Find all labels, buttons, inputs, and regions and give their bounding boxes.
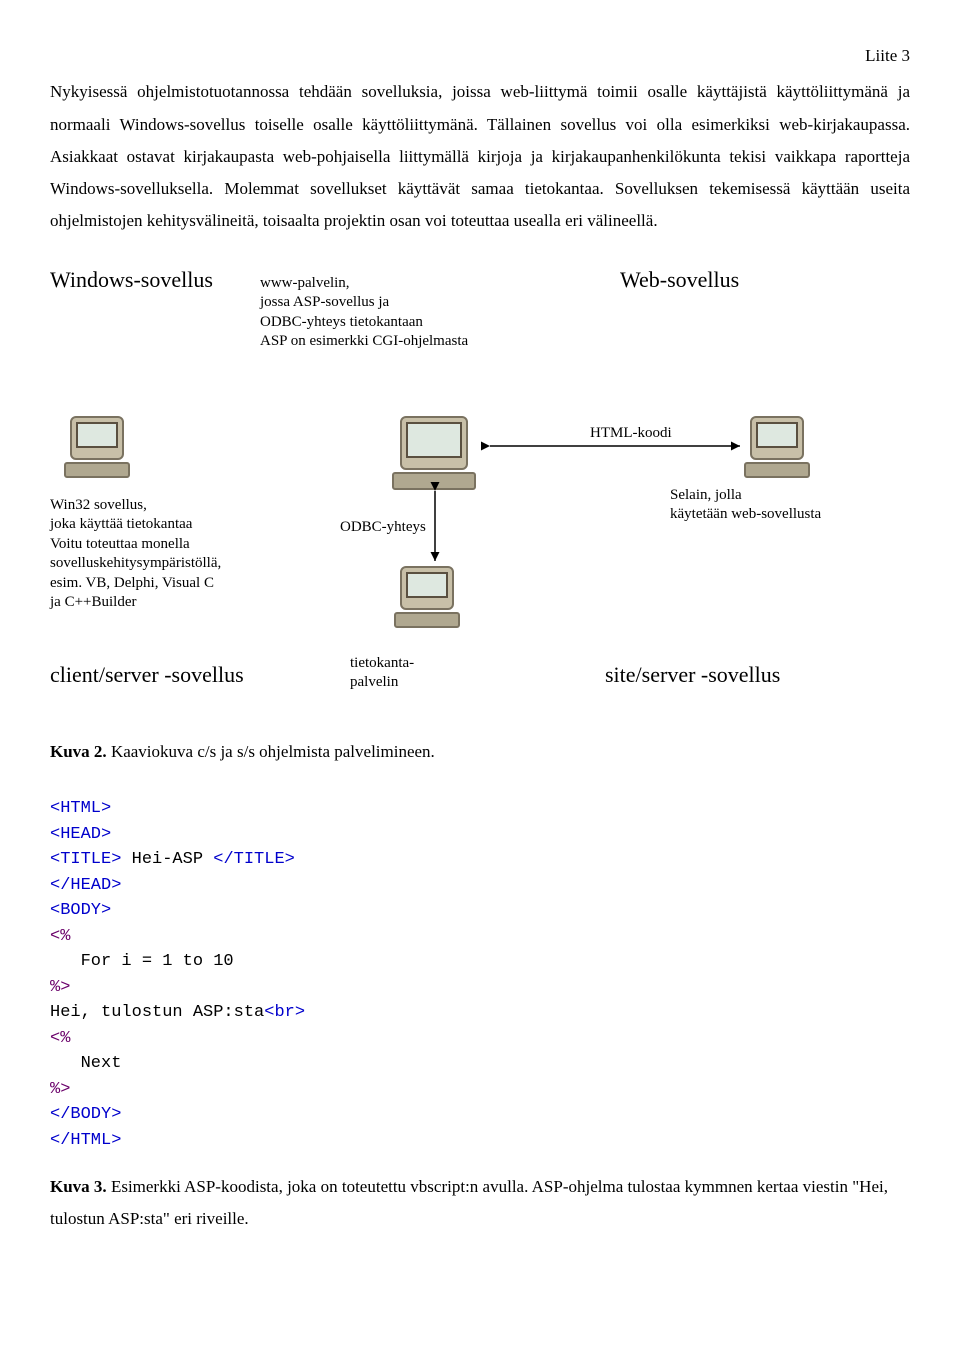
asp-code-block: <HTML><HEAD><TITLE> Hei-ASP </TITLE></HE… <box>50 796 910 1153</box>
figure-2-text: Kaaviokuva c/s ja s/s ohjelmista palveli… <box>107 742 435 761</box>
figure-3-bold: Kuva 3. <box>50 1177 107 1196</box>
intro-paragraph: Nykyisessä ohjelmistotuotannossa tehdään… <box>50 76 910 237</box>
computer-icon-bottom <box>400 566 460 628</box>
architecture-diagram: Windows-sovellus Web-sovellus www-palvel… <box>50 266 910 716</box>
label-web-sovellus: Web-sovellus <box>620 266 739 295</box>
label-tietokanta-palvelin: tietokanta- palvelin <box>350 654 414 693</box>
label-windows-sovellus: Windows-sovellus <box>50 266 213 295</box>
header-appendix: Liite 3 <box>50 40 910 72</box>
label-site-server: site/server -sovellus <box>605 661 780 690</box>
computer-icon-center <box>400 416 476 490</box>
computer-icon-left <box>70 416 130 478</box>
label-selain: Selain, jolla käytetään web-sovellusta <box>670 486 821 525</box>
figure-3-text: Esimerkki ASP-koodista, joka on toteutet… <box>50 1177 888 1228</box>
figure-2-bold: Kuva 2. <box>50 742 107 761</box>
label-www-palvelin: www-palvelin, jossa ASP-sovellus ja ODBC… <box>260 274 468 352</box>
label-html-koodi: HTML-koodi <box>590 424 672 444</box>
label-odbc: ODBC-yhteys <box>340 518 426 538</box>
label-win32: Win32 sovellus, joka käyttää tietokantaa… <box>50 496 221 613</box>
computer-icon-right <box>750 416 810 478</box>
label-client-server: client/server -sovellus <box>50 661 244 690</box>
figure-3-caption: Kuva 3. Esimerkki ASP-koodista, joka on … <box>50 1171 910 1236</box>
figure-2-caption: Kuva 2. Kaaviokuva c/s ja s/s ohjelmista… <box>50 736 910 768</box>
